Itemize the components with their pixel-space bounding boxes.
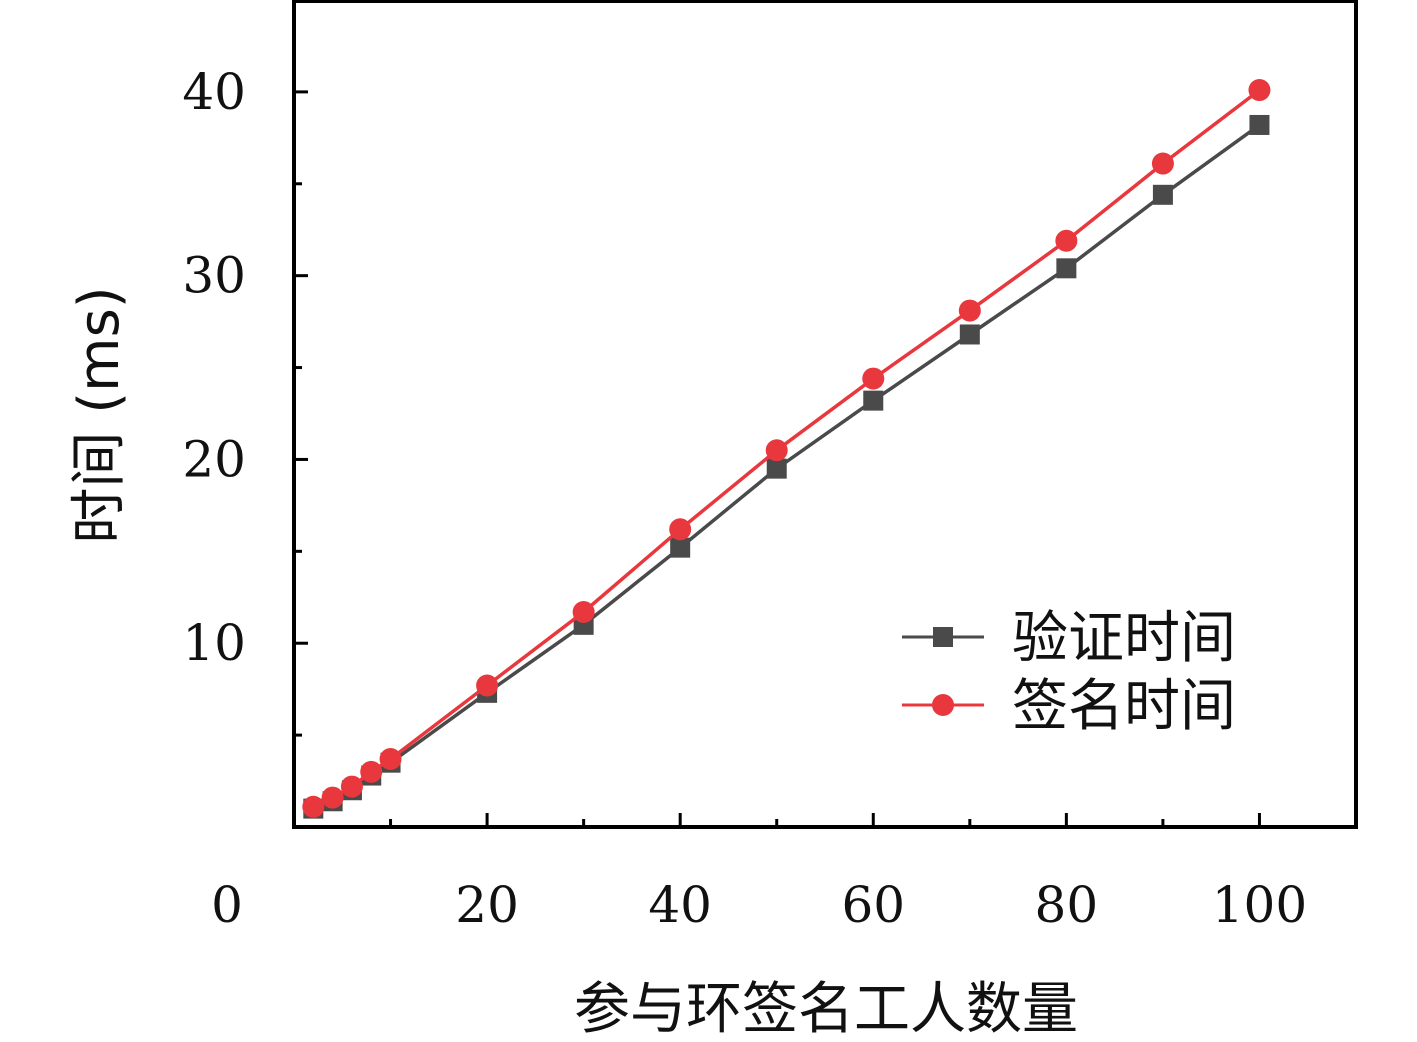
data-point-circle — [340, 775, 363, 798]
data-point-square — [1249, 114, 1270, 135]
data-point-circle — [862, 367, 885, 390]
y-axis-title: 时间 (ms) — [67, 286, 132, 543]
legend-label-sign: 签名时间 — [1012, 674, 1236, 739]
plot-frame — [292, 0, 1358, 829]
x-axis-title: 参与环签名工人数量 — [574, 977, 1078, 1042]
y-tick-label: 10 — [182, 614, 246, 672]
data-point-square — [1152, 184, 1173, 205]
axes: 10 20 30 40 0 20 40 60 80 100 — [182, 0, 1358, 934]
data-point-square — [766, 458, 787, 479]
x-tick-label: 60 — [841, 876, 905, 934]
y-tick-label: 20 — [182, 430, 246, 488]
data-point-circle — [302, 795, 325, 818]
data-point-circle — [765, 439, 788, 462]
data-point-circle — [572, 600, 595, 623]
data-point-square — [1056, 258, 1077, 279]
x-tick-label: 0 — [211, 876, 243, 934]
legend-square-marker — [933, 627, 953, 647]
data-point-square — [670, 537, 691, 558]
x-tick-label: 80 — [1035, 876, 1099, 934]
x-tick-label: 100 — [1212, 876, 1307, 934]
data-point-circle — [379, 748, 402, 771]
data-point-circle — [360, 760, 383, 783]
x-tick-label: 20 — [455, 876, 519, 934]
data-point-square — [863, 390, 884, 411]
data-point-circle — [669, 518, 692, 541]
data-point-circle — [321, 786, 344, 809]
data-point-circle — [958, 299, 981, 322]
plot-area — [302, 79, 1271, 819]
legend-label-verify: 验证时间 — [1012, 606, 1236, 671]
y-tick-label: 40 — [182, 63, 246, 121]
data-point-circle — [1151, 152, 1174, 175]
data-point-square — [959, 324, 980, 345]
data-point-circle — [476, 674, 499, 697]
x-tick-label: 40 — [648, 876, 712, 934]
data-point-circle — [1248, 79, 1271, 102]
legend: 验证时间 签名时间 — [902, 606, 1236, 739]
legend-circle-marker — [932, 694, 954, 716]
data-point-circle — [1055, 229, 1078, 252]
y-tick-label: 30 — [182, 247, 246, 305]
